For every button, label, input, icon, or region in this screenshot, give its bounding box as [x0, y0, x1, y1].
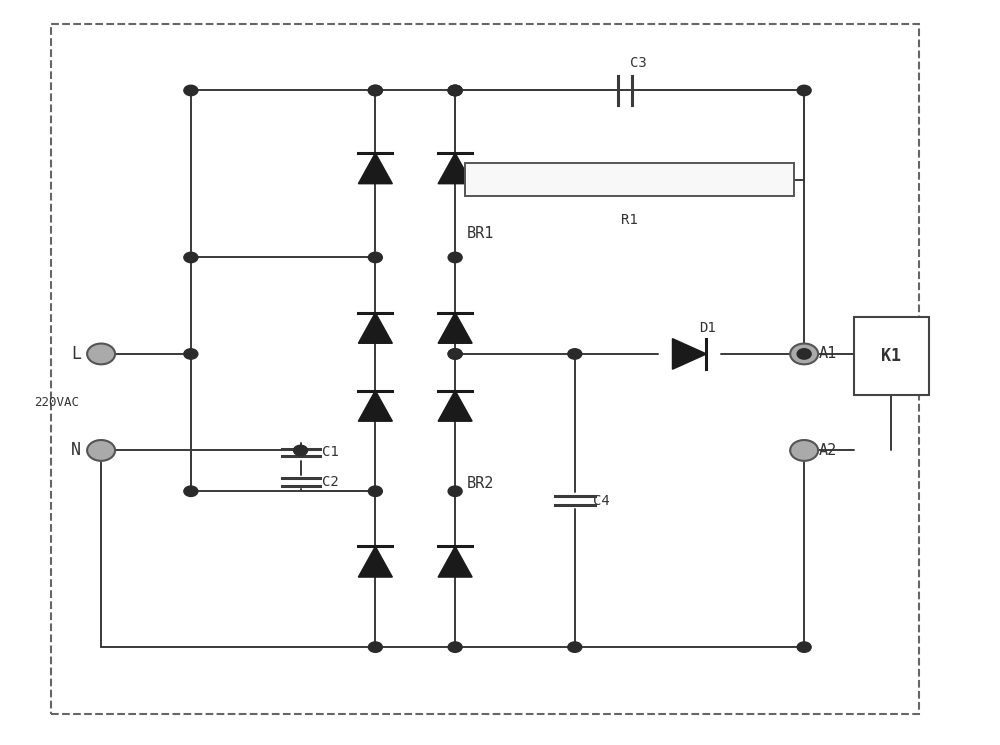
Circle shape — [790, 343, 818, 364]
Circle shape — [448, 85, 462, 95]
Text: R1: R1 — [621, 213, 638, 227]
Bar — [465, 163, 794, 196]
Polygon shape — [438, 313, 472, 343]
Text: BR2: BR2 — [467, 476, 494, 492]
Circle shape — [448, 642, 462, 653]
Text: N: N — [71, 442, 81, 460]
Polygon shape — [358, 313, 392, 343]
Polygon shape — [358, 390, 392, 421]
Text: K1: K1 — [881, 347, 901, 365]
Circle shape — [448, 253, 462, 263]
Circle shape — [87, 440, 115, 461]
Circle shape — [87, 343, 115, 364]
Circle shape — [368, 642, 382, 653]
Text: 220VAC: 220VAC — [34, 396, 79, 409]
Circle shape — [568, 642, 582, 653]
Circle shape — [797, 85, 811, 95]
Circle shape — [368, 253, 382, 263]
Text: C2: C2 — [322, 475, 339, 489]
Polygon shape — [358, 153, 392, 184]
Circle shape — [797, 349, 811, 359]
Circle shape — [448, 85, 462, 95]
Text: C3: C3 — [630, 56, 646, 70]
Polygon shape — [438, 390, 472, 421]
Circle shape — [368, 486, 382, 496]
Polygon shape — [438, 547, 472, 577]
Circle shape — [790, 440, 818, 461]
Text: A1: A1 — [819, 346, 837, 361]
Polygon shape — [358, 547, 392, 577]
Circle shape — [797, 642, 811, 653]
Text: BR1: BR1 — [467, 226, 494, 241]
Text: A2: A2 — [819, 443, 837, 458]
Circle shape — [448, 349, 462, 359]
Circle shape — [368, 85, 382, 95]
Circle shape — [294, 446, 308, 456]
Circle shape — [568, 349, 582, 359]
Text: C4: C4 — [593, 493, 609, 507]
Circle shape — [448, 486, 462, 496]
Circle shape — [448, 349, 462, 359]
Bar — [854, 317, 929, 395]
Circle shape — [184, 253, 198, 263]
Circle shape — [184, 85, 198, 95]
Polygon shape — [438, 153, 472, 184]
Polygon shape — [672, 339, 706, 370]
Circle shape — [184, 486, 198, 496]
Text: D1: D1 — [699, 321, 716, 335]
Circle shape — [368, 85, 382, 95]
Text: C1: C1 — [322, 446, 339, 459]
Text: L: L — [71, 345, 81, 363]
Circle shape — [184, 349, 198, 359]
Circle shape — [448, 85, 462, 95]
